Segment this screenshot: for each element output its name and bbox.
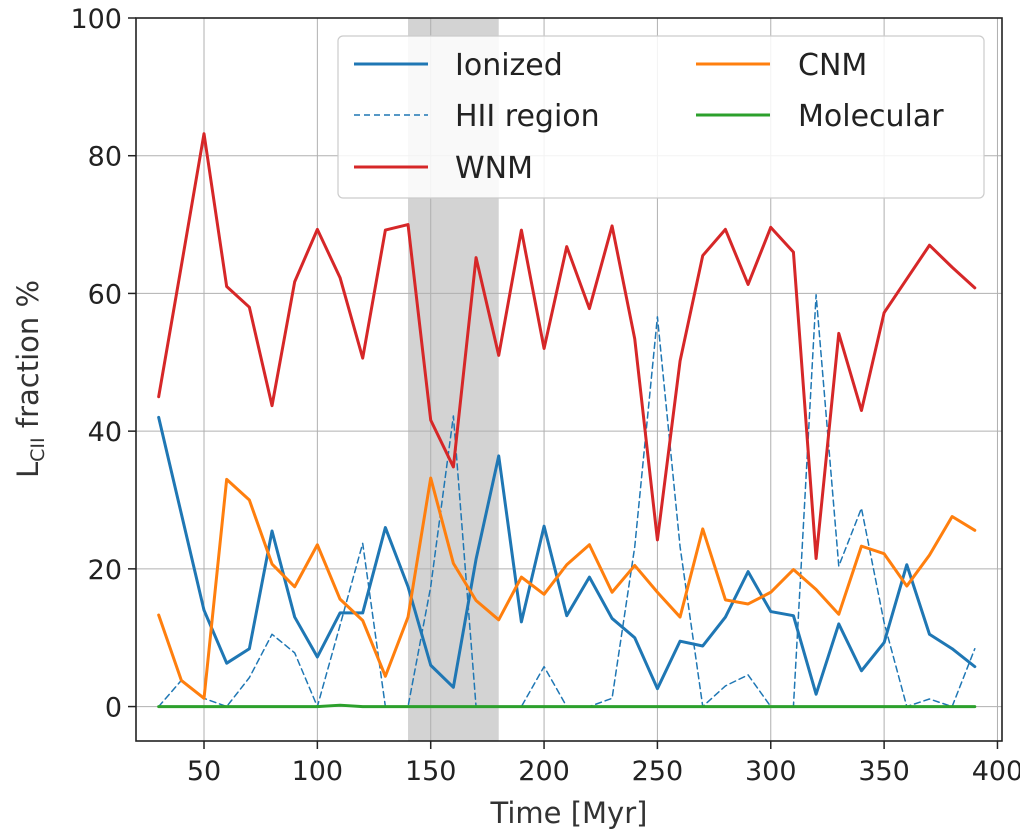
legend-label-hii-region: HII region xyxy=(455,99,600,134)
y-axis-label: LCII fraction % xyxy=(11,280,49,478)
legend-label-cnm: CNM xyxy=(798,48,867,83)
x-tick-label: 150 xyxy=(405,756,457,787)
legend-label-wnm: WNM xyxy=(455,151,533,186)
legend-box xyxy=(337,35,985,199)
y-axis-ticks: 0 20 40 60 80 100 xyxy=(70,4,136,724)
axes-frame xyxy=(135,17,1003,742)
x-tick-label: 400 xyxy=(972,756,1020,787)
series-line-ionized xyxy=(157,415,977,696)
x-tick-label: 300 xyxy=(745,756,797,787)
y-tick-label: 60 xyxy=(88,279,122,310)
x-tick-label: 100 xyxy=(292,756,344,787)
y-tick-label: 100 xyxy=(70,4,122,35)
x-tick-label: 350 xyxy=(858,756,910,787)
y-tick-label: 20 xyxy=(88,555,122,586)
x-tick-label: 50 xyxy=(187,756,221,787)
x-axis-ticks: 50 100 150 200 250 300 350 400 xyxy=(187,741,1020,787)
series-line-molecular xyxy=(157,703,977,709)
series-layer xyxy=(157,132,977,709)
series-line-cnm xyxy=(157,476,977,700)
x-axis-label: Time [Myr] xyxy=(490,796,648,830)
legend-label-ionized: Ionized xyxy=(455,48,563,83)
legend-label-molecular: Molecular xyxy=(798,99,944,134)
series-line-wnm xyxy=(157,132,977,561)
y-tick-label: 80 xyxy=(88,142,122,173)
y-tick-label: 40 xyxy=(88,417,122,448)
y-tick-label: 0 xyxy=(105,693,122,724)
x-tick-label: 200 xyxy=(518,756,570,787)
x-tick-label: 250 xyxy=(632,756,684,787)
legend: Ionized HII region WNM CNM Molecular xyxy=(337,35,985,199)
